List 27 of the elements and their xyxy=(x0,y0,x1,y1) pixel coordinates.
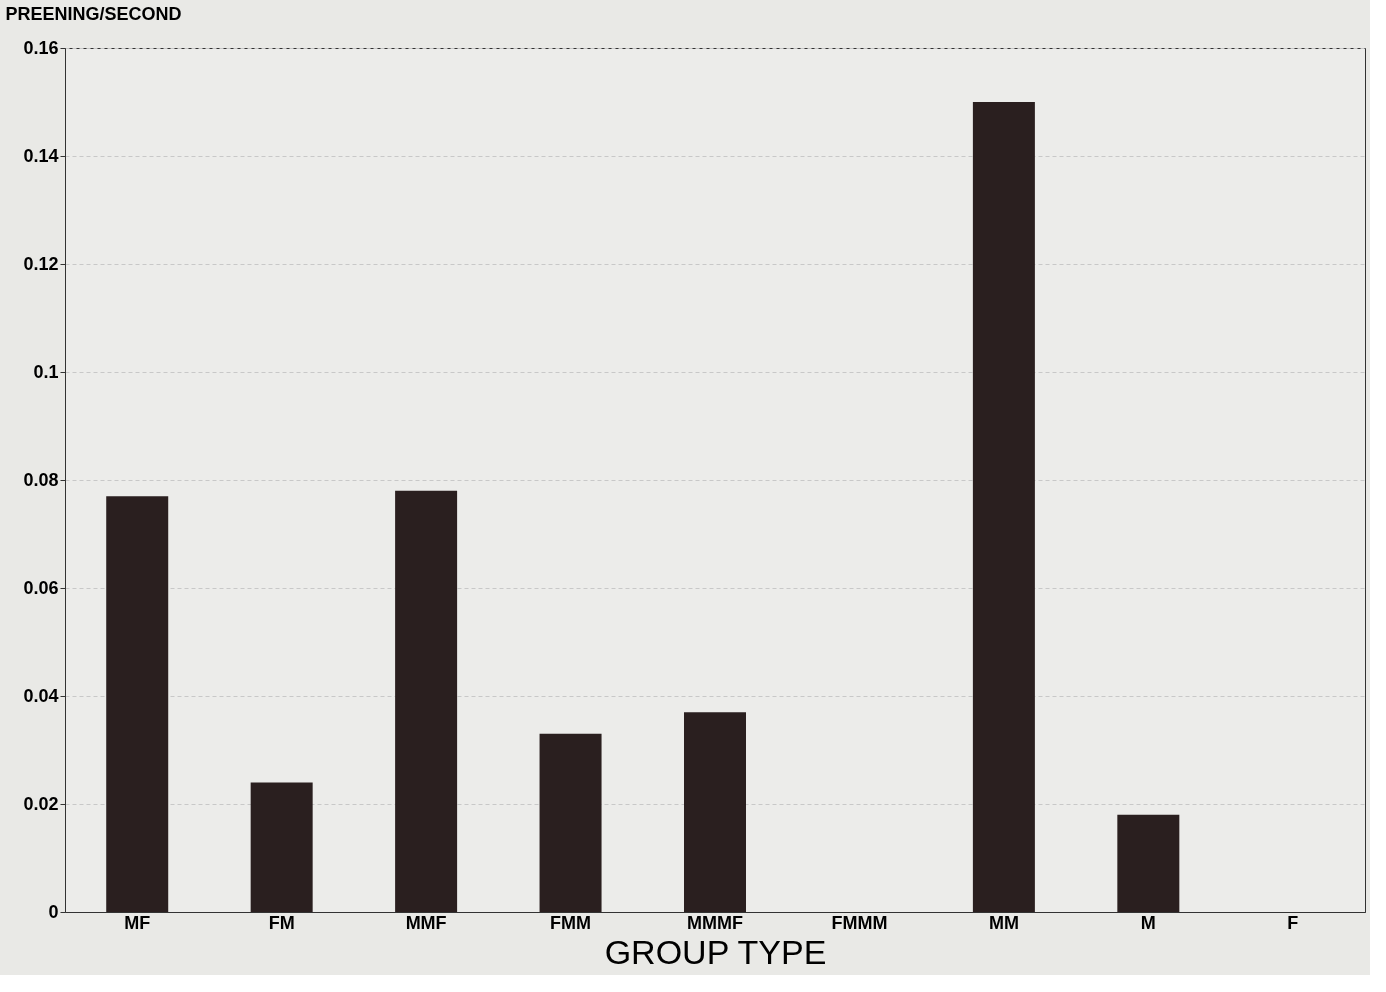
x-tick-label: MM xyxy=(988,912,1019,933)
bar xyxy=(1117,814,1180,912)
y-tick-label: 0.12 xyxy=(23,253,59,274)
y-tick-label: 0.14 xyxy=(23,145,59,166)
x-tick-label: FM xyxy=(268,912,295,933)
bar xyxy=(684,712,746,912)
x-tick-label: M xyxy=(1140,912,1156,933)
x-tick-label: MMF xyxy=(405,912,447,933)
y-tick-label: 0.16 xyxy=(23,37,59,58)
bar xyxy=(250,782,313,912)
y-tick-label: 0.04 xyxy=(23,685,59,706)
y-tick-label: 0.1 xyxy=(33,361,59,382)
y-tick-label: 0 xyxy=(48,901,59,922)
y-tick-label: 0.02 xyxy=(23,793,59,814)
x-tick-label: MMMF xyxy=(687,912,743,933)
x-tick-label: FMMM xyxy=(831,912,888,933)
y-tick-label: 0.08 xyxy=(23,469,59,490)
x-tick-label: F xyxy=(1287,912,1299,933)
y-axis-title: PREENING/SECOND xyxy=(5,3,182,24)
bar xyxy=(106,496,169,912)
bar xyxy=(395,490,458,912)
x-axis-title: GROUP TYPE xyxy=(604,932,827,971)
y-tick-label: 0.06 xyxy=(23,577,59,598)
bar xyxy=(972,102,1035,912)
bar xyxy=(539,733,602,912)
x-tick-label: MF xyxy=(124,912,151,933)
x-tick-label: FMM xyxy=(550,912,592,933)
